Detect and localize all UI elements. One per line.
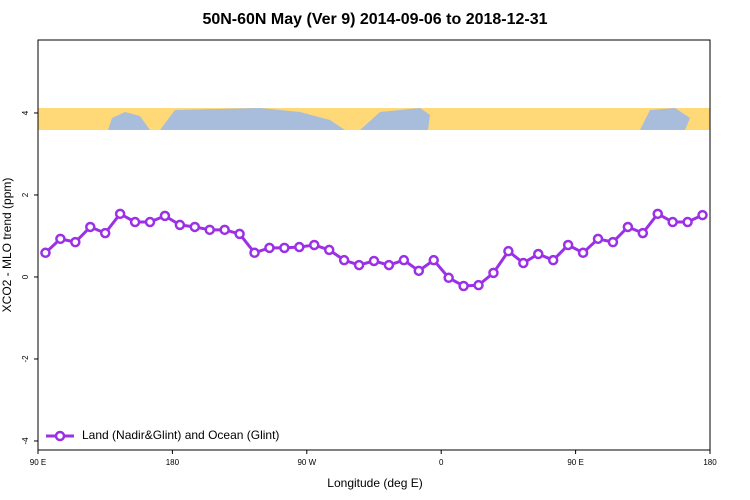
point [443, 272, 454, 284]
point [338, 254, 350, 266]
point [249, 247, 260, 259]
point [637, 227, 649, 239]
point [458, 280, 469, 292]
chart-title: 50N-60N May (Ver 9) 2014-09-06 to 2018-1… [202, 11, 547, 28]
point [264, 242, 275, 254]
point [533, 248, 544, 260]
point [488, 267, 499, 279]
point [159, 210, 171, 222]
x-axis-label: Longitude (deg E) [327, 476, 422, 490]
point [518, 257, 529, 269]
point [473, 279, 484, 291]
y-tick-label: 0 [21, 274, 30, 279]
point [383, 259, 395, 271]
x-tick-label: 180 [703, 458, 717, 467]
x-tick-label: 90 E [30, 458, 46, 467]
point [219, 224, 230, 236]
point [697, 209, 708, 221]
point [503, 245, 514, 257]
y-tick-label: 4 [21, 110, 30, 115]
point [55, 233, 66, 245]
point [592, 233, 604, 245]
point [234, 228, 245, 240]
y-tick-label: -4 [21, 437, 30, 445]
legend-label: Land (Nadir&Glint) and Ocean (Glint) [82, 428, 279, 442]
point [144, 216, 156, 228]
y-axis-label: XCO2 - MLO trend (ppm) [0, 178, 14, 313]
point [577, 247, 589, 259]
point [562, 239, 574, 251]
point [682, 216, 693, 228]
x-tick-label: 0 [439, 458, 444, 467]
point [114, 208, 126, 220]
y-tick-label: -2 [21, 355, 30, 363]
point [652, 208, 663, 220]
point [129, 216, 141, 228]
point [547, 254, 559, 266]
point [413, 265, 425, 277]
legend-marker [54, 430, 66, 442]
point [622, 221, 634, 233]
point [428, 254, 439, 266]
point [85, 221, 96, 233]
x-tick-label: 90 W [297, 458, 316, 467]
point [353, 259, 365, 271]
point [667, 216, 678, 228]
point [323, 244, 335, 256]
x-tick-label: 90 E [567, 458, 583, 467]
point [174, 219, 186, 231]
x-tick-label: 180 [166, 458, 180, 467]
y-tick-label: 2 [21, 192, 30, 197]
point [40, 247, 51, 259]
point [99, 227, 111, 239]
series-line [44, 211, 704, 288]
point [368, 255, 380, 267]
point [294, 241, 305, 253]
point [607, 236, 619, 248]
point [189, 221, 201, 233]
plot-frame [37, 39, 711, 451]
map-band [38, 108, 710, 130]
point [279, 242, 290, 254]
point [309, 239, 320, 251]
point [398, 254, 410, 266]
point [70, 236, 81, 248]
point [204, 224, 215, 236]
